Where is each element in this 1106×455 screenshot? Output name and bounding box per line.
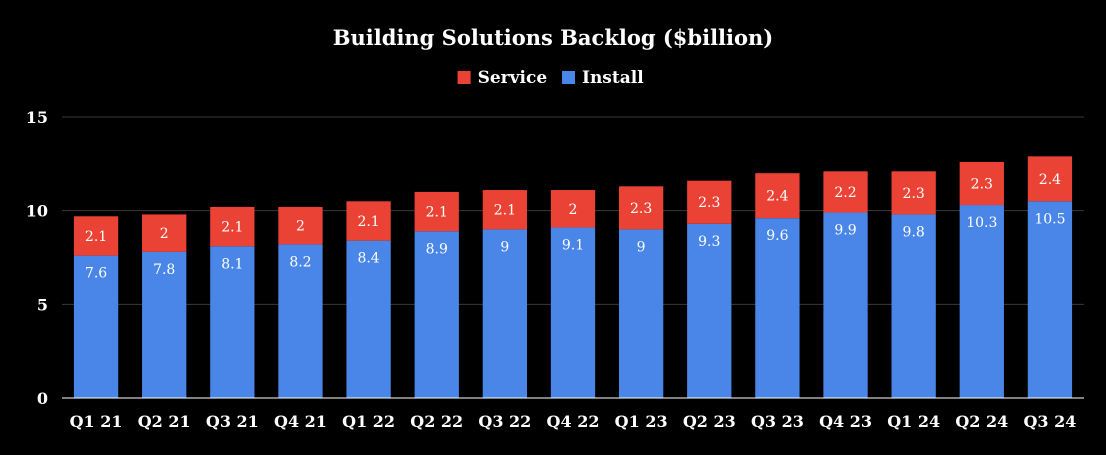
data-label-install: 8.2 bbox=[289, 254, 311, 270]
bar-service bbox=[891, 171, 936, 215]
data-label-install: 9.3 bbox=[698, 234, 720, 250]
data-label-install: 9.8 bbox=[903, 224, 925, 240]
legend-swatch bbox=[457, 71, 471, 84]
bar-service bbox=[278, 206, 323, 245]
data-label-install: 8.1 bbox=[221, 256, 243, 272]
y-tick-label: 5 bbox=[37, 295, 48, 314]
x-tick-label: Q3 21 bbox=[206, 412, 259, 431]
x-tick-label: Q1 22 bbox=[342, 412, 395, 431]
legend-swatch bbox=[562, 71, 575, 84]
bar-service bbox=[346, 201, 391, 241]
data-label-install: 10.3 bbox=[966, 215, 997, 231]
bar-install bbox=[482, 229, 528, 398]
data-label-service: 2.4 bbox=[766, 189, 788, 205]
x-tick-label: Q3 24 bbox=[1023, 412, 1076, 431]
legend: Service Install bbox=[457, 68, 644, 88]
data-label-install: 8.4 bbox=[357, 251, 379, 267]
x-tick-label: Q4 23 bbox=[819, 412, 872, 431]
x-axis-ticks: Q1 21 Q2 21 Q3 21 Q4 21 Q1 22 Q2 22 Q3 22 Q4 22… bbox=[70, 412, 1077, 431]
bar-install bbox=[755, 218, 800, 398]
bar-service bbox=[210, 206, 255, 247]
bar-service bbox=[142, 214, 187, 252]
data-label-install: 7.8 bbox=[153, 262, 175, 278]
x-tick-label: Q1 21 bbox=[70, 412, 123, 431]
data-label-service: 2.1 bbox=[426, 205, 448, 221]
bar-install bbox=[142, 251, 187, 398]
data-label-install: 9.1 bbox=[562, 238, 584, 254]
data-label-service: 2.3 bbox=[698, 195, 720, 211]
y-tick-label: 15 bbox=[26, 108, 48, 127]
bar-install bbox=[823, 212, 868, 398]
bar-service bbox=[482, 190, 528, 230]
bars: 7.6 2.1 7.8 2 8.1 2.1 8.2 2 8.4 2.1 8.9 2.1 9 2.1 9.1 2… bbox=[73, 156, 1073, 398]
data-label-service: 2 bbox=[160, 226, 169, 242]
data-label-service: 2.3 bbox=[630, 201, 652, 217]
bar-service bbox=[618, 186, 664, 230]
data-label-install: 9.9 bbox=[834, 223, 856, 239]
data-label-service: 2.2 bbox=[834, 185, 856, 201]
bar-install bbox=[1027, 201, 1073, 398]
data-label-install: 7.6 bbox=[85, 266, 107, 282]
y-axis-ticks: 0 5 10 15 bbox=[26, 108, 48, 408]
bar-install bbox=[618, 229, 664, 398]
bar-service bbox=[1027, 156, 1073, 202]
legend-item-service: Service bbox=[457, 68, 548, 88]
x-tick-label: Q1 24 bbox=[887, 412, 940, 431]
y-tick-label: 10 bbox=[26, 202, 48, 221]
x-tick-label: Q1 23 bbox=[615, 412, 668, 431]
x-tick-label: Q2 23 bbox=[683, 412, 736, 431]
data-label-service: 2.4 bbox=[1039, 172, 1061, 188]
bar-service bbox=[73, 216, 119, 256]
chart-title: Building Solutions Backlog ($billion) bbox=[333, 25, 773, 50]
bar-install bbox=[278, 244, 323, 398]
bar-install bbox=[73, 255, 119, 398]
data-label-install: 10.5 bbox=[1034, 211, 1065, 227]
data-label-install: 9.6 bbox=[766, 228, 788, 244]
legend-label: Service bbox=[478, 68, 548, 88]
data-label-install: 8.9 bbox=[426, 241, 448, 257]
x-tick-label: Q4 21 bbox=[274, 412, 327, 431]
x-tick-label: Q2 24 bbox=[955, 412, 1008, 431]
data-label-install: 9 bbox=[637, 239, 646, 255]
bar-service bbox=[959, 161, 1004, 206]
data-label-service: 2.1 bbox=[357, 214, 379, 230]
data-label-service: 2 bbox=[569, 202, 578, 218]
data-label-service: 2.1 bbox=[494, 203, 516, 219]
x-tick-label: Q2 21 bbox=[138, 412, 191, 431]
x-tick-label: Q4 22 bbox=[547, 412, 600, 431]
legend-label: Install bbox=[582, 68, 644, 88]
bar-install bbox=[959, 205, 1004, 398]
data-label-service: 2.3 bbox=[903, 186, 925, 202]
bar-service bbox=[687, 180, 732, 224]
data-label-install: 9 bbox=[500, 239, 509, 255]
bar-service bbox=[823, 171, 868, 213]
bar-install bbox=[687, 223, 732, 398]
bar-service bbox=[414, 191, 459, 232]
bar-install bbox=[891, 214, 936, 398]
bar-service bbox=[755, 173, 800, 219]
x-tick-label: Q3 22 bbox=[478, 412, 531, 431]
bar-install bbox=[550, 227, 596, 398]
x-tick-label: Q3 23 bbox=[751, 412, 804, 431]
bar-service bbox=[550, 190, 596, 228]
bar-install bbox=[414, 231, 459, 398]
legend-item-install: Install bbox=[562, 68, 644, 88]
data-label-service: 2 bbox=[296, 219, 305, 235]
bar-install bbox=[210, 246, 255, 398]
bar-install bbox=[346, 240, 391, 398]
x-tick-label: Q2 22 bbox=[410, 412, 463, 431]
y-tick-label: 0 bbox=[37, 389, 48, 408]
data-label-service: 2.3 bbox=[971, 177, 993, 193]
data-label-service: 2.1 bbox=[221, 220, 243, 236]
data-label-service: 2.1 bbox=[85, 229, 107, 245]
